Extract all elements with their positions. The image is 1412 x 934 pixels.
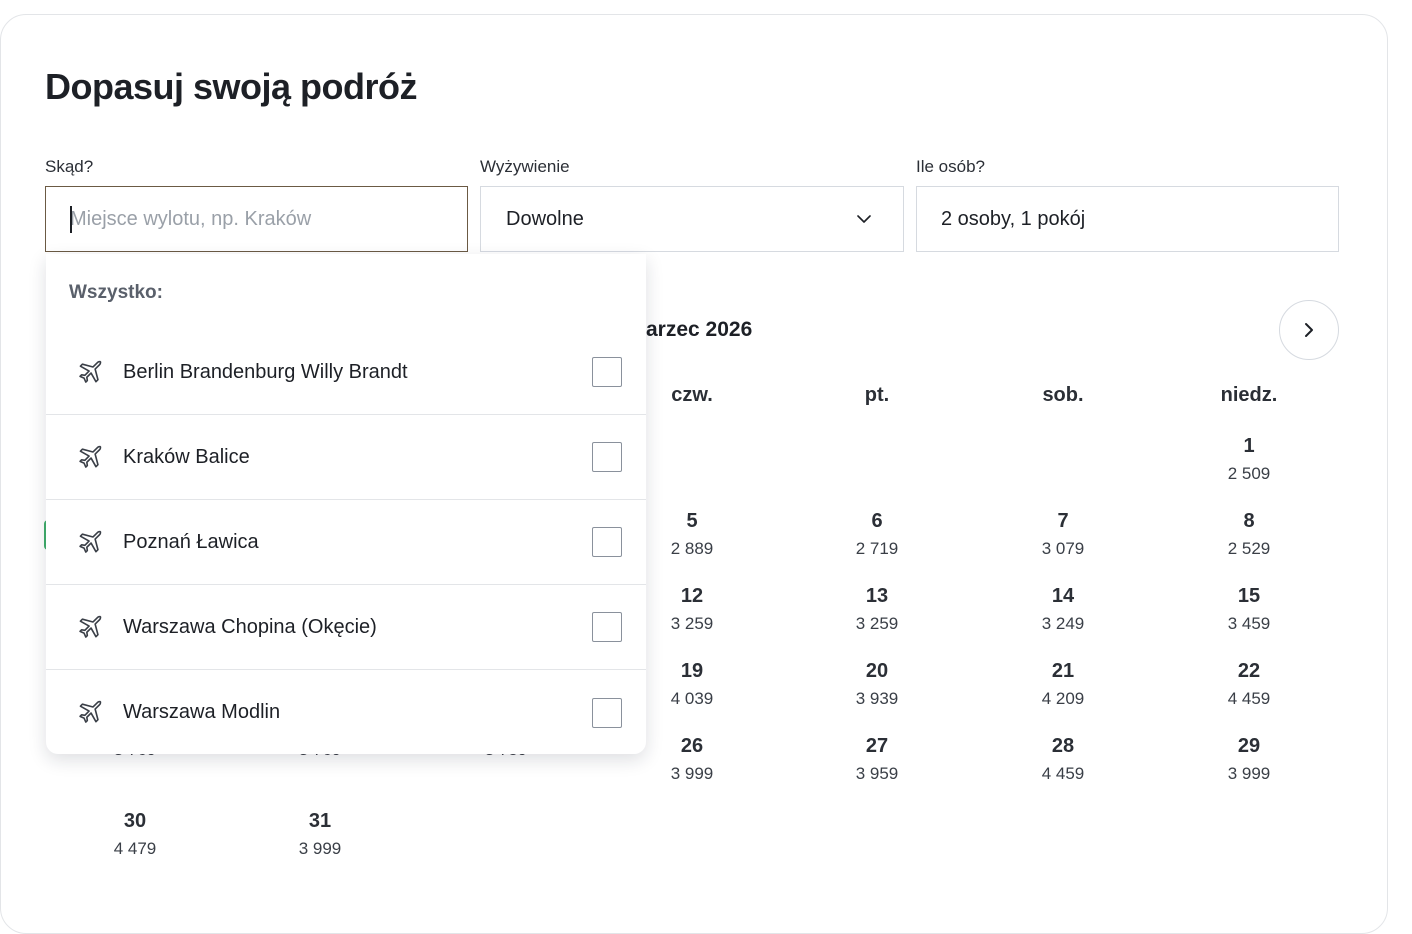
day-number: 15 <box>1237 585 1261 607</box>
day-number: 27 <box>865 735 889 757</box>
from-input[interactable] <box>46 187 467 251</box>
day-price: 2 529 <box>1227 539 1271 558</box>
calendar-day[interactable]: 15 3 459 <box>1189 584 1309 635</box>
airport-option[interactable]: Poznań Ławica <box>46 500 646 585</box>
day-number: 12 <box>680 585 704 607</box>
day-price: 3 249 <box>1041 614 1085 633</box>
calendar-day[interactable]: 20 3 939 <box>817 659 937 710</box>
calendar-day[interactable]: 31 3 999 <box>260 809 380 860</box>
from-field[interactable] <box>45 186 468 252</box>
airport-option-checkbox[interactable] <box>592 697 622 728</box>
weekday-fri: pt. <box>864 384 890 406</box>
board-select[interactable]: Dowolne <box>480 186 904 252</box>
airplane-icon <box>79 700 102 723</box>
day-number: 21 <box>1051 660 1075 682</box>
day-price: 2 509 <box>1227 464 1271 483</box>
day-number: 31 <box>308 810 332 832</box>
airplane-icon <box>79 615 102 638</box>
airport-option-checkbox[interactable] <box>592 527 622 557</box>
day-price: 2 719 <box>855 539 899 558</box>
board-select-value: Dowolne <box>506 207 584 230</box>
airport-option-label: Kraków Balice <box>123 445 250 468</box>
calendar-day[interactable]: 5 2 889 <box>632 509 752 560</box>
day-number: 7 <box>1057 510 1069 532</box>
day-number: 6 <box>871 510 883 532</box>
calendar-day[interactable]: 12 3 259 <box>632 584 752 635</box>
airport-option-label: Warszawa Chopina (Okęcie) <box>123 615 377 638</box>
airport-option[interactable]: Warszawa Chopina (Okęcie) <box>46 585 646 670</box>
calendar-day[interactable]: 21 4 209 <box>1003 659 1123 710</box>
airport-option-label: Poznań Ławica <box>123 530 259 553</box>
calendar-next-month-button[interactable] <box>1279 300 1339 360</box>
dropdown-header: Wszystko: <box>69 282 163 303</box>
calendar-day[interactable]: 1 2 509 <box>1189 434 1309 485</box>
calendar-day[interactable]: 28 4 459 <box>1003 734 1123 785</box>
airplane-icon <box>79 360 102 383</box>
day-number: 26 <box>680 735 704 757</box>
airport-option-checkbox[interactable] <box>592 357 622 387</box>
calendar-day[interactable]: 22 4 459 <box>1189 659 1309 710</box>
calendar-day[interactable]: 30 4 479 <box>75 809 195 860</box>
airport-option[interactable]: Warszawa Modlin <box>46 670 646 755</box>
calendar-day[interactable]: 19 4 039 <box>632 659 752 710</box>
day-price: 4 459 <box>1227 689 1271 708</box>
airport-option-checkbox[interactable] <box>592 612 622 642</box>
day-number: 19 <box>680 660 704 682</box>
day-price: 3 959 <box>855 764 899 783</box>
day-price: 4 479 <box>113 839 157 858</box>
chevron-right-icon <box>1305 323 1313 337</box>
calendar-month-title: arzec 2026 <box>646 318 753 341</box>
day-number: 5 <box>686 510 698 532</box>
day-number: 30 <box>123 810 147 832</box>
weekday-sun: niedz. <box>1220 384 1278 406</box>
airport-option[interactable]: Berlin Brandenburg Willy Brandt <box>46 330 646 415</box>
day-price: 4 459 <box>1041 764 1085 783</box>
calendar-day[interactable]: 27 3 959 <box>817 734 937 785</box>
chevron-down-icon <box>857 215 871 223</box>
calendar-day[interactable]: 6 2 719 <box>817 509 937 560</box>
day-price: 3 259 <box>670 614 714 633</box>
day-price: 4 209 <box>1041 689 1085 708</box>
calendar-day[interactable]: 29 3 999 <box>1189 734 1309 785</box>
calendar-day[interactable]: 14 3 249 <box>1003 584 1123 635</box>
day-price: 3 999 <box>1227 764 1271 783</box>
board-label: Wyżywienie <box>480 157 570 176</box>
departure-dropdown: Wszystko: Berlin Brandenburg Willy Brand… <box>46 254 646 754</box>
calendar-day[interactable]: 7 3 079 <box>1003 509 1123 560</box>
calendar-day[interactable]: 26 3 999 <box>632 734 752 785</box>
day-number: 28 <box>1051 735 1075 757</box>
airport-option-checkbox[interactable] <box>592 442 622 472</box>
persons-value: 2 osoby, 1 pokój <box>941 207 1086 230</box>
day-number: 20 <box>865 660 889 682</box>
persons-label: Ile osób? <box>916 157 985 176</box>
from-label: Skąd? <box>45 157 94 176</box>
day-price: 2 889 <box>670 539 714 558</box>
day-price: 3 079 <box>1041 539 1085 558</box>
page-title: Dopasuj swoją podróż <box>45 66 418 107</box>
airplane-icon <box>79 530 102 553</box>
day-number: 29 <box>1237 735 1261 757</box>
calendar-day[interactable]: 13 3 259 <box>817 584 937 635</box>
day-price: 3 939 <box>855 689 899 708</box>
day-price: 3 259 <box>855 614 899 633</box>
day-number: 13 <box>865 585 889 607</box>
day-number: 14 <box>1051 585 1075 607</box>
airport-option-label: Berlin Brandenburg Willy Brandt <box>123 360 408 383</box>
weekday-sat: sob. <box>1042 384 1084 406</box>
day-number: 22 <box>1237 660 1261 682</box>
day-price: 3 999 <box>298 839 342 858</box>
day-price: 3 459 <box>1227 614 1271 633</box>
text-caret <box>70 206 72 233</box>
calendar-day[interactable]: 8 2 529 <box>1189 509 1309 560</box>
day-number: 8 <box>1243 510 1255 532</box>
airport-option-label: Warszawa Modlin <box>123 701 281 723</box>
day-price: 3 999 <box>670 764 714 783</box>
airport-option[interactable]: Kraków Balice <box>46 415 646 500</box>
airplane-icon <box>79 445 102 468</box>
weekday-thu: czw. <box>671 384 713 406</box>
day-price: 4 039 <box>670 689 714 708</box>
day-number: 1 <box>1243 435 1255 457</box>
persons-field[interactable]: 2 osoby, 1 pokój <box>916 186 1339 252</box>
